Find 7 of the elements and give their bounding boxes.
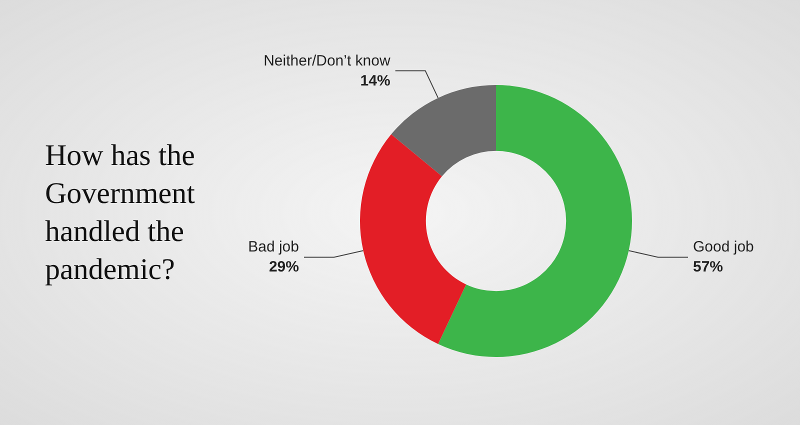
slice-label: Good job <box>693 238 754 256</box>
data-label: 57% <box>693 258 724 276</box>
data-label: 29% <box>268 258 299 276</box>
data-label: 14% <box>360 72 390 90</box>
text: How has the Government handled the pandemic? <box>45 139 202 286</box>
slice-label: Bad job <box>248 238 299 256</box>
slice-label: Neither/Don’t know <box>264 52 390 70</box>
